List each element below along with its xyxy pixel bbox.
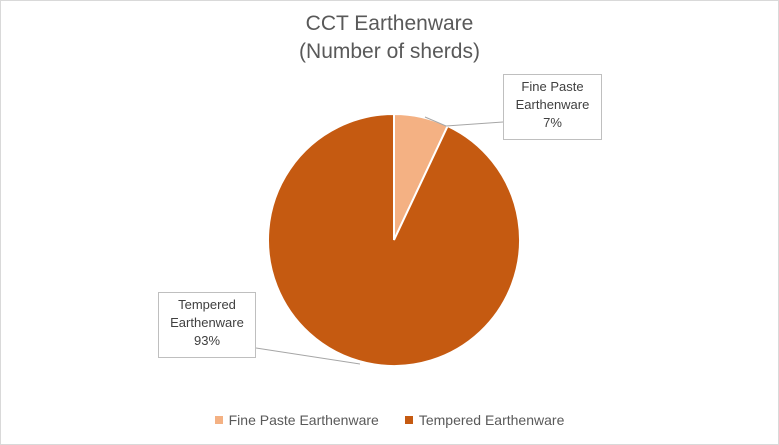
chart-title-line-1: CCT Earthenware: [305, 12, 474, 35]
data-label-tempered-line-2: Earthenware: [170, 315, 244, 330]
data-label-tempered-value: 93%: [193, 333, 221, 348]
legend-label-tempered: Tempered Earthenware: [418, 412, 565, 428]
chart-title-line-2: (Number of sherds): [299, 40, 480, 63]
data-label-fine-paste: Fine Paste Earthenware 7%: [503, 74, 602, 140]
pie-slice-tempered: [267, 112, 521, 367]
data-label-fine-paste-value: 7%: [543, 115, 562, 130]
legend-item-tempered: Tempered Earthenware: [404, 412, 565, 428]
legend-item-fine-paste: Fine Paste Earthenware: [214, 412, 379, 428]
legend-swatch-fine-paste: [214, 416, 223, 424]
legend-swatch-tempered: [404, 416, 413, 424]
data-label-tempered: Tempered Earthenware 93%: [158, 292, 256, 358]
data-label-tempered-line-1: Tempered: [178, 297, 236, 312]
legend: Fine Paste Earthenware Tempered Earthenw…: [0, 412, 779, 428]
leader-line-fine-paste: [424, 116, 504, 127]
leader-line-tempered: [255, 347, 361, 365]
data-label-fine-paste-line-2: Earthenware: [515, 97, 590, 112]
legend-label-fine-paste: Fine Paste Earthenware: [228, 412, 379, 428]
data-label-fine-paste-line-1: Fine Paste: [521, 79, 584, 94]
